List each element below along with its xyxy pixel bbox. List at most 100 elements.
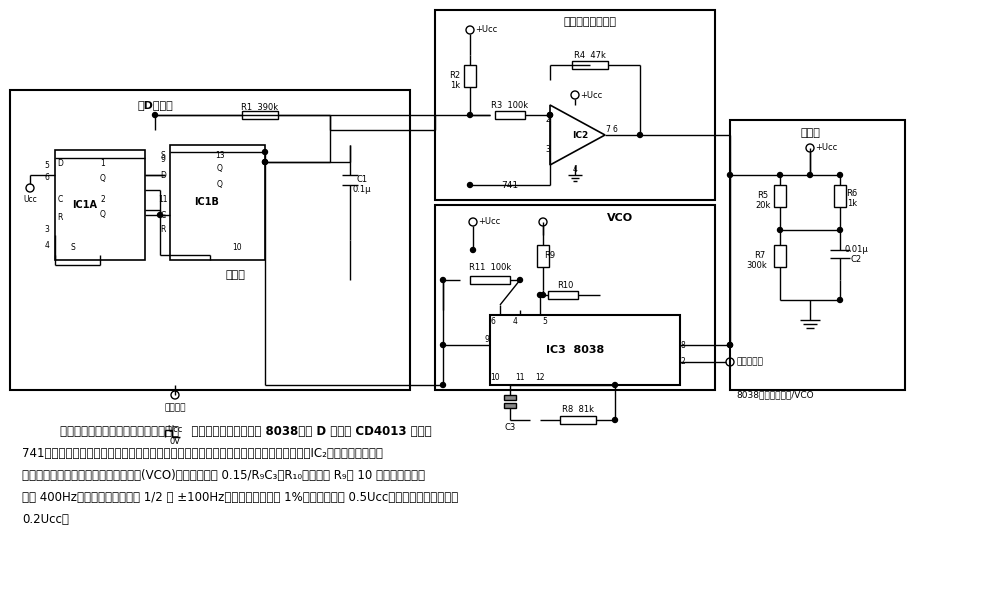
Circle shape	[263, 150, 268, 154]
Circle shape	[837, 228, 842, 233]
Circle shape	[537, 293, 542, 297]
Text: 1: 1	[101, 159, 105, 168]
Bar	[435, 10, 715, 200]
Text: 双D触发器: 双D触发器	[137, 100, 173, 110]
Circle shape	[612, 382, 617, 388]
Text: 7: 7	[605, 126, 610, 135]
Bar	[464, 65, 476, 87]
Text: 5: 5	[45, 160, 49, 169]
Text: +Ucc: +Ucc	[475, 25, 498, 34]
Text: 11: 11	[515, 373, 524, 382]
Text: R: R	[160, 225, 166, 234]
Circle shape	[153, 112, 158, 118]
Bar	[774, 245, 786, 267]
Text: 正弦波输出: 正弦波输出	[736, 358, 763, 367]
Text: Q̄: Q̄	[100, 210, 106, 219]
Text: 3: 3	[45, 225, 49, 234]
Bar	[490, 315, 680, 385]
Text: 11: 11	[158, 195, 168, 204]
Text: Ucc: Ucc	[167, 426, 183, 435]
Text: 741: 741	[501, 180, 518, 189]
Text: R3  100k: R3 100k	[492, 102, 528, 111]
Text: 6: 6	[612, 126, 617, 135]
Text: IC1B: IC1B	[195, 197, 220, 207]
Bar	[774, 185, 786, 207]
Text: 2: 2	[101, 195, 105, 204]
Circle shape	[837, 297, 842, 302]
Text: 9: 9	[485, 335, 490, 344]
Bar	[10, 90, 410, 390]
Text: IC2: IC2	[571, 130, 588, 139]
Text: 300k: 300k	[746, 261, 767, 270]
Circle shape	[468, 112, 473, 118]
Text: R9: R9	[544, 251, 555, 260]
Text: 9: 9	[161, 156, 166, 165]
Circle shape	[777, 228, 782, 233]
Text: 6: 6	[491, 317, 496, 326]
Circle shape	[441, 278, 446, 282]
Text: 2: 2	[680, 358, 685, 367]
Text: R6: R6	[846, 189, 857, 198]
Circle shape	[263, 159, 268, 165]
Bar	[572, 61, 608, 69]
Text: 4: 4	[45, 240, 49, 249]
Bar	[495, 111, 525, 119]
Text: 13: 13	[215, 150, 225, 159]
Bar	[55, 150, 145, 260]
Text: S: S	[71, 243, 75, 252]
Text: 0.01μ: 0.01μ	[844, 245, 868, 254]
Text: 8: 8	[680, 341, 685, 350]
Text: 放大器和相位调节: 放大器和相位调节	[563, 17, 616, 27]
Circle shape	[547, 112, 552, 118]
Text: IC1A: IC1A	[73, 200, 98, 210]
Circle shape	[441, 343, 446, 347]
Text: 号，并经低通滤波后，控制波形发生器(VCO)。中心频率为 0.15/R₉C₃。R₁₀至少应比 R₉小 10 倍。如果中心频: 号，并经低通滤波后，控制波形发生器(VCO)。中心频率为 0.15/R₉C₃。R…	[22, 469, 425, 482]
Text: Q: Q	[100, 174, 106, 183]
Text: 20k: 20k	[755, 201, 770, 210]
Text: 5: 5	[542, 317, 547, 326]
Circle shape	[263, 159, 268, 165]
Bar	[560, 416, 596, 424]
Text: +Ucc: +Ucc	[478, 218, 500, 227]
Text: R7: R7	[754, 251, 765, 260]
Bar	[834, 185, 846, 207]
Text: 4: 4	[512, 317, 517, 326]
Circle shape	[807, 172, 812, 177]
Text: IC3  8038: IC3 8038	[545, 345, 604, 355]
Bar	[435, 205, 715, 390]
Text: 6: 6	[45, 174, 49, 183]
Circle shape	[777, 172, 782, 177]
Circle shape	[727, 343, 732, 347]
Text: 鉴相器: 鉴相器	[225, 270, 245, 280]
Circle shape	[468, 183, 473, 188]
Text: C1: C1	[357, 175, 368, 185]
Text: R1  390k: R1 390k	[242, 103, 279, 112]
Circle shape	[471, 248, 476, 252]
Bar	[470, 276, 510, 284]
Text: Ucc: Ucc	[23, 195, 37, 204]
Text: D: D	[57, 159, 63, 168]
Text: C3: C3	[504, 424, 515, 433]
Text: 1k: 1k	[847, 198, 857, 207]
Bar	[504, 395, 516, 400]
Text: R: R	[57, 213, 63, 222]
Bar	[730, 120, 905, 390]
Bar	[504, 403, 516, 408]
Text: 方波输入: 方波输入	[164, 403, 186, 412]
Text: R11  100k: R11 100k	[469, 263, 511, 272]
Text: Q: Q	[217, 163, 223, 172]
Text: 滤波器: 滤波器	[800, 128, 820, 138]
Text: +Ucc: +Ucc	[579, 91, 602, 100]
Circle shape	[158, 213, 163, 218]
Text: C2: C2	[850, 255, 861, 264]
Text: R5: R5	[757, 192, 768, 201]
Circle shape	[727, 172, 732, 177]
Text: 12: 12	[535, 373, 544, 382]
Text: 2: 2	[545, 115, 550, 124]
Text: C: C	[161, 210, 166, 219]
Circle shape	[837, 172, 842, 177]
Text: 10: 10	[232, 243, 242, 252]
Circle shape	[637, 132, 642, 138]
Text: 0.2Ucc。: 0.2Ucc。	[22, 513, 69, 526]
Text: R8  81k: R8 81k	[562, 406, 594, 415]
